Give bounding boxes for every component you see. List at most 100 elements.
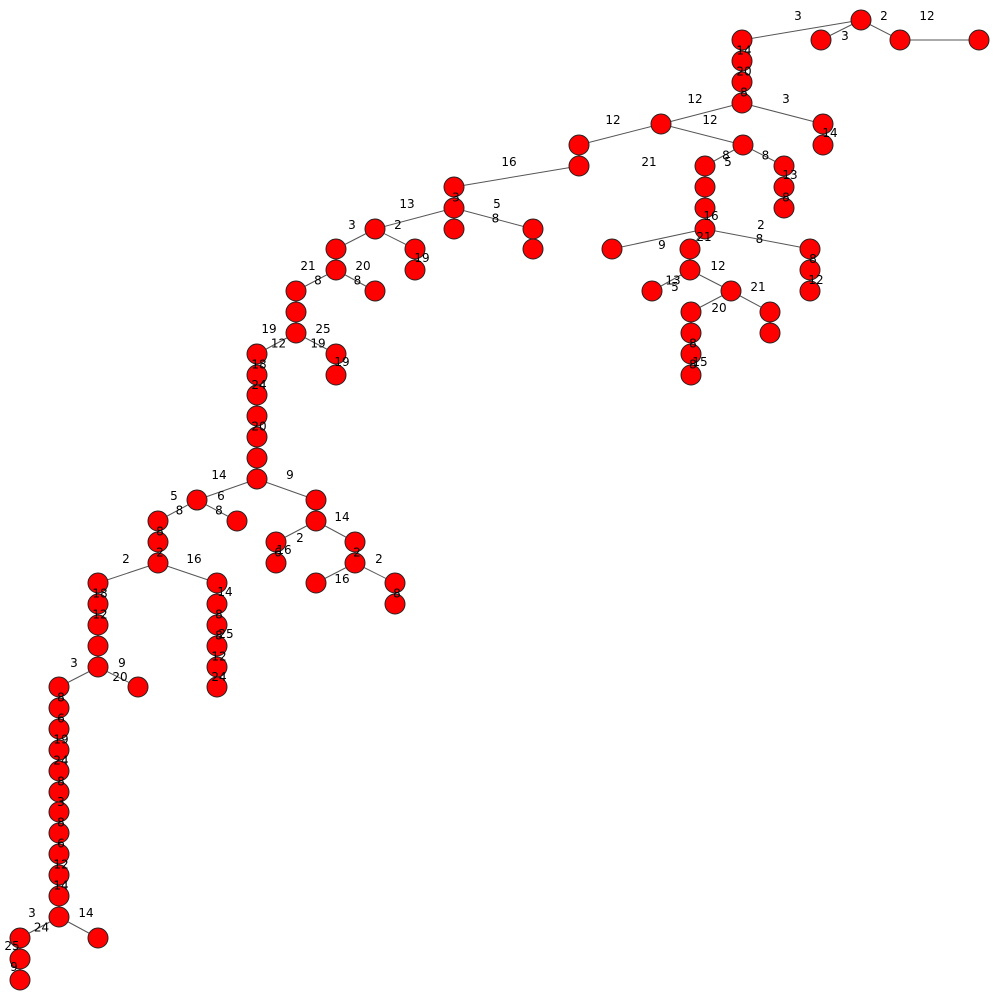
node-n9 (812, 113, 834, 135)
node-n16 (773, 176, 795, 198)
edge-weight-label: 16 (703, 209, 718, 223)
node-n37 (443, 197, 465, 219)
node-n36 (443, 176, 465, 198)
edge-weight-label: 25 (315, 322, 330, 336)
edge-weight-label: 18 (92, 587, 107, 601)
node-n28 (680, 322, 702, 344)
edge-weight-label: 2 (353, 546, 361, 560)
edge-weight-label: 2 (122, 552, 130, 566)
edge-weight-label: 12 (710, 259, 725, 273)
edge-weight-label: 8 (689, 337, 697, 351)
node-n42 (404, 238, 426, 260)
node-n52 (246, 343, 268, 365)
node-n85 (127, 676, 149, 698)
edge-weight-label: 13 (782, 168, 797, 182)
edge-weight-label: 2 (296, 531, 304, 545)
edge-weight-label: 19 (310, 337, 325, 351)
node-n20 (694, 197, 716, 219)
node-n81 (87, 614, 109, 636)
edge-weight-label: 20 (736, 65, 751, 79)
node-n45 (325, 259, 347, 281)
edge-weight-label: 16 (276, 543, 291, 557)
edge-weight-label: 20 (355, 259, 370, 273)
edge-weight-label: 12 (92, 608, 107, 622)
node-n47 (285, 280, 307, 302)
node-n30 (680, 364, 702, 386)
node-n24 (679, 259, 701, 281)
edge-weight-label: 19 (414, 251, 429, 265)
edge-weight-label: 8 (156, 525, 164, 539)
node-n33 (799, 238, 821, 260)
node-n54 (246, 384, 268, 406)
edge-weight-label: 8 (782, 191, 790, 205)
edge-weight-label: 12 (605, 113, 620, 127)
edge-n11-n12 (578, 123, 662, 146)
node-n19 (694, 176, 716, 198)
edge-weight-label: 6 (274, 546, 282, 560)
node-n27 (680, 301, 702, 323)
edge-weight-label: 2 (375, 552, 383, 566)
node-n35 (799, 280, 821, 302)
edge-weight-label: 9 (658, 238, 666, 252)
node-n61 (147, 510, 169, 532)
edge-n37-n41 (374, 207, 455, 230)
edge-weight-label: 24 (53, 754, 68, 768)
node-n63 (147, 531, 169, 553)
node-n72 (305, 572, 327, 594)
node-n21 (694, 218, 716, 240)
edge-weight-label: 20 (251, 420, 266, 434)
edge-weight-label: 3 (841, 29, 849, 43)
node-n46 (364, 280, 386, 302)
edge-weight-label: 19 (261, 322, 276, 336)
edge-weight-label: 21 (750, 280, 765, 294)
edge-weight-label: 8 (740, 86, 748, 100)
edge-weight-label: 3 (70, 656, 78, 670)
edge-weight-label: 13 (399, 197, 414, 211)
edge-weight-label: 8 (809, 252, 817, 266)
edge-n11-n14 (660, 123, 744, 146)
edge-weight-label: 8 (57, 816, 65, 830)
edge-weight-label: 12 (271, 337, 286, 351)
node-n55 (246, 405, 268, 427)
node-n26 (720, 280, 742, 302)
node-n70 (344, 531, 366, 553)
node-n79 (206, 676, 228, 698)
node-n58 (246, 468, 268, 490)
node-n4 (968, 29, 990, 51)
edge-weight-label: 12 (211, 650, 226, 664)
edge-weight-label: 12 (919, 9, 934, 23)
node-n73 (384, 572, 406, 594)
node-n88 (48, 739, 70, 761)
edge-weight-label: 19 (53, 733, 68, 747)
edge-weight-label: 14 (334, 510, 349, 524)
node-n13 (568, 155, 590, 177)
node-n22 (601, 238, 623, 260)
edge-weight-label: 6 (217, 489, 225, 503)
edge-weight-label: 6 (57, 712, 65, 726)
edge-weight-label: 16 (334, 572, 349, 586)
edge-weight-label: 8 (57, 691, 65, 705)
edge-weight-label: 12 (687, 92, 702, 106)
node-n80 (87, 593, 109, 615)
node-n2 (810, 29, 832, 51)
node-n64 (147, 552, 169, 574)
edge-weight-label: 5 (493, 197, 501, 211)
edge-weight-label: 21 (641, 155, 656, 169)
node-n29 (680, 343, 702, 365)
node-n12 (568, 134, 590, 156)
node-n44 (325, 238, 347, 260)
node-n86 (48, 697, 70, 719)
node-n38 (443, 218, 465, 240)
node-n11 (650, 113, 672, 135)
node-n62 (226, 510, 248, 532)
edge-weight-label: 21 (696, 230, 711, 244)
node-n95 (48, 885, 70, 907)
edge-weight-label: 8 (354, 274, 362, 288)
node-n94 (48, 864, 70, 886)
node-n98 (87, 927, 109, 949)
edge-n58-n59 (196, 478, 258, 501)
edge-n13-n36 (453, 165, 580, 188)
node-n84 (48, 676, 70, 698)
edge-weight-label: 24 (34, 921, 49, 935)
